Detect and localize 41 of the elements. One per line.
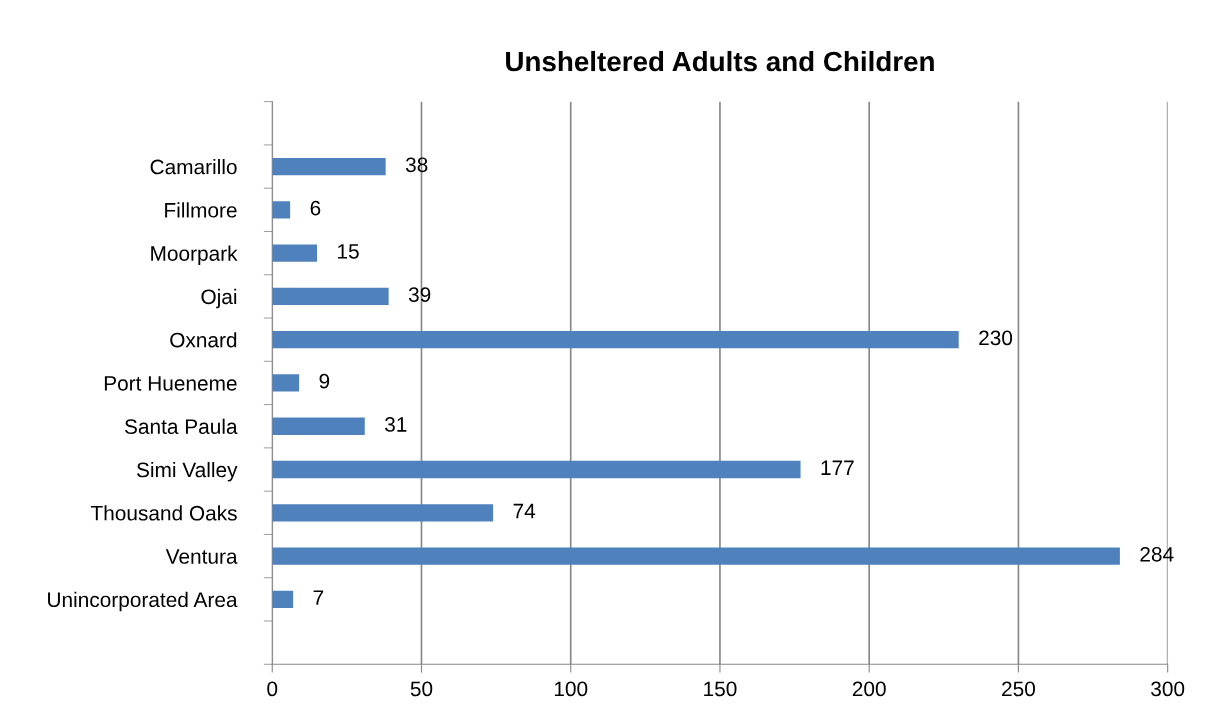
x-tick-label: 200 xyxy=(852,681,886,697)
y-tick-label: Unincorporated Area xyxy=(48,591,238,612)
y-tick-label: Oxnard xyxy=(170,332,237,348)
bar xyxy=(272,590,294,609)
bar xyxy=(272,547,1120,565)
data-label: 177 xyxy=(821,460,854,475)
x-tick-label: 50 xyxy=(410,681,433,697)
y-tick-label: Ventura xyxy=(165,549,238,564)
y-tick-label: Camarillo xyxy=(150,159,237,175)
data-label: 39 xyxy=(408,287,431,302)
y-tick-label: Moorpark xyxy=(151,245,238,265)
y-tick-label: Santa Paula xyxy=(124,418,238,434)
bar xyxy=(272,331,959,349)
data-label: 7 xyxy=(313,590,324,605)
x-tick-label: 150 xyxy=(704,681,737,697)
data-label: 38 xyxy=(405,157,428,173)
x-tick-label: 100 xyxy=(554,681,588,697)
bar xyxy=(272,417,365,435)
y-tick-label: Port Hueneme xyxy=(104,376,237,391)
chart-title: Unsheltered Adults and Children xyxy=(506,50,934,72)
x-tick-label: 0 xyxy=(267,681,278,697)
bar xyxy=(272,244,318,262)
bar xyxy=(272,504,494,522)
data-label: 31 xyxy=(385,417,407,432)
data-label: 230 xyxy=(979,330,1013,346)
y-tick-label: Simi Valley xyxy=(136,461,238,482)
bar xyxy=(272,460,801,479)
data-label: 6 xyxy=(310,200,321,216)
bar xyxy=(272,157,386,176)
data-label: 74 xyxy=(513,503,536,519)
x-tick-label: 300 xyxy=(1151,681,1185,697)
bar xyxy=(272,374,300,392)
y-tick-label: Fillmore xyxy=(165,202,237,218)
x-tick-label: 250 xyxy=(1002,681,1035,697)
y-tick-label: Thousand Oaks xyxy=(90,505,237,521)
y-tick-label: Ojai xyxy=(201,288,237,309)
bar xyxy=(272,287,389,306)
bar xyxy=(272,201,291,219)
data-label: 284 xyxy=(1140,546,1174,562)
data-label: 15 xyxy=(338,244,359,259)
data-label: 9 xyxy=(319,373,330,389)
